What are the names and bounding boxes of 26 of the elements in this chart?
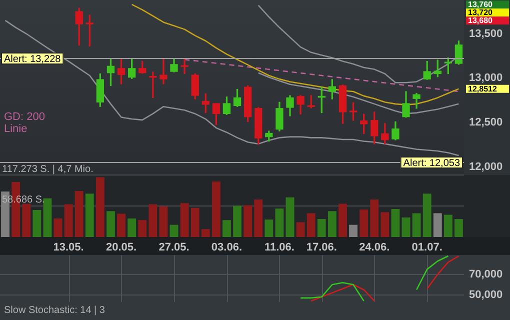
y-tick-label: 12,000 — [469, 161, 503, 174]
x-tick-label: 20.05. — [106, 242, 137, 254]
ref-line-label: Alert: 12,053 — [403, 158, 460, 169]
y-tick-label: 13,500 — [469, 28, 503, 40]
candlestick — [180, 58, 188, 74]
text: 117.273 S. | 4,7 Mio. — [2, 164, 94, 175]
text: 13,680 — [468, 16, 494, 26]
x-tick-label: 27.05. — [158, 242, 190, 254]
x-tick-label: 03.06. — [211, 242, 242, 254]
x-tick-label: 17.06. — [306, 242, 337, 254]
y-tick-label: 13,000 — [469, 72, 503, 84]
text: 12,8512 — [468, 84, 498, 94]
annotation: GD: 200 — [4, 110, 45, 123]
text: Linie — [4, 122, 28, 135]
text: 13,760 — [468, 0, 494, 10]
x-tick-label: 11.06. — [264, 242, 294, 254]
candlestick — [160, 58, 168, 84]
ref-line-label: Alert: 13,228 — [4, 54, 62, 65]
x-tick-label: 13.05. — [53, 242, 84, 254]
y-tick-label: 12,500 — [469, 116, 503, 129]
text: 13,720 — [468, 8, 494, 18]
y-tick-label: 70,000 — [469, 268, 503, 280]
y-tick-label: 50,000 — [469, 288, 503, 301]
x-tick-label: 01.07. — [412, 242, 442, 254]
text: Slow Stochastic: 14 | 3 — [4, 305, 105, 316]
x-tick-label: 24.06. — [359, 242, 390, 254]
